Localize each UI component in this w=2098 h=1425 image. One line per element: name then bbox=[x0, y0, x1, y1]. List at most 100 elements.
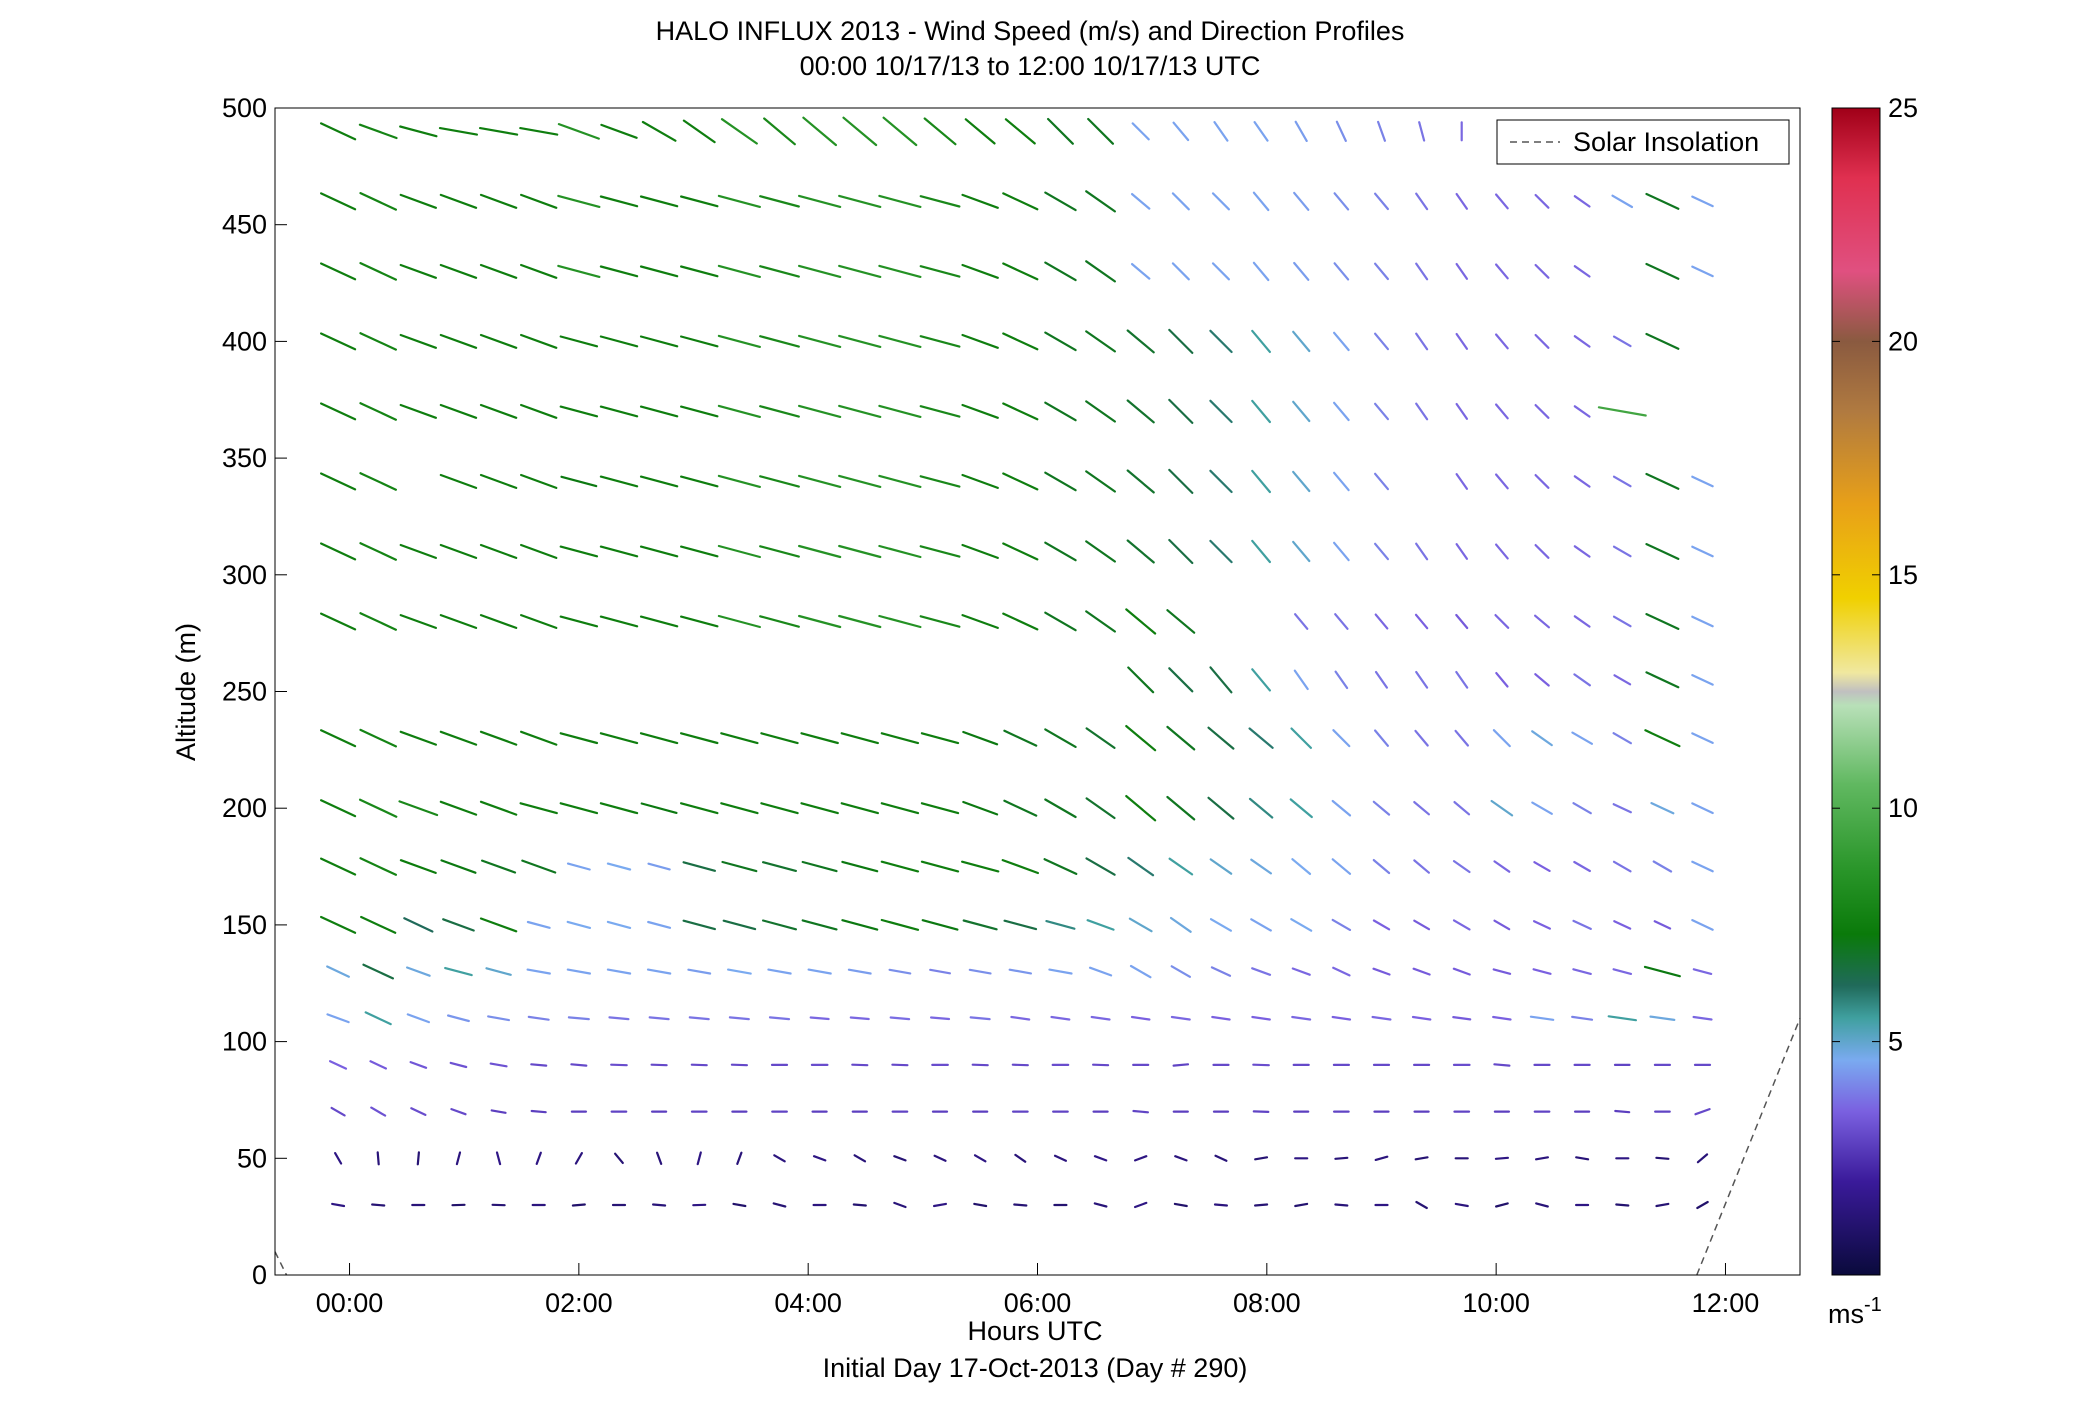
wind-vector bbox=[1172, 121, 1190, 142]
wind-vector bbox=[489, 1062, 508, 1068]
wind-vector bbox=[519, 263, 558, 279]
wind-vector bbox=[1494, 1156, 1510, 1160]
wind-vector bbox=[968, 968, 992, 975]
wind-vector bbox=[1331, 799, 1352, 817]
wind-vector bbox=[932, 1202, 948, 1208]
wind-vector bbox=[679, 475, 719, 488]
x-tick-label: 00:00 bbox=[316, 1288, 384, 1318]
wind-vector bbox=[1126, 329, 1155, 354]
wind-vector bbox=[359, 402, 397, 421]
wind-vector bbox=[878, 334, 922, 348]
wind-vector bbox=[371, 1203, 386, 1207]
wind-vector bbox=[1209, 539, 1233, 564]
wind-vector bbox=[1125, 794, 1157, 822]
wind-vector bbox=[399, 125, 438, 138]
wind-vector bbox=[720, 732, 759, 745]
wind-vector bbox=[1452, 1015, 1472, 1021]
wind-vector bbox=[1332, 401, 1350, 422]
wind-vector bbox=[767, 968, 792, 975]
wind-vector bbox=[320, 262, 357, 281]
wind-vector bbox=[1373, 402, 1390, 421]
wind-vector bbox=[717, 474, 762, 488]
wind-vector bbox=[320, 542, 357, 561]
wind-vector bbox=[759, 545, 800, 558]
wind-vector bbox=[929, 968, 952, 975]
x-tick-label: 10:00 bbox=[1462, 1288, 1530, 1318]
wind-vector bbox=[1650, 801, 1675, 815]
wind-vector bbox=[1652, 860, 1673, 873]
wind-vector bbox=[838, 404, 882, 418]
wind-vector bbox=[964, 118, 996, 145]
wind-vector bbox=[840, 802, 880, 815]
wind-vector bbox=[1492, 968, 1512, 975]
plot-area bbox=[274, 116, 1801, 1276]
wind-vector bbox=[1211, 192, 1231, 211]
wind-vector bbox=[329, 1060, 348, 1070]
wind-vector bbox=[889, 1016, 911, 1021]
wind-vector bbox=[1455, 542, 1469, 560]
wind-vector bbox=[442, 918, 475, 932]
wind-vector bbox=[1532, 920, 1552, 930]
colorbar-unit-base: ms bbox=[1828, 1299, 1864, 1329]
wind-vector bbox=[1251, 967, 1272, 976]
wind-vector bbox=[1127, 856, 1155, 877]
wind-vector bbox=[1292, 400, 1311, 423]
wind-vector bbox=[479, 613, 518, 630]
wind-vector bbox=[599, 475, 639, 488]
wind-vector bbox=[362, 963, 394, 980]
wind-vector bbox=[1133, 1201, 1148, 1209]
wind-vector bbox=[326, 965, 350, 978]
wind-vector bbox=[1373, 262, 1390, 281]
wind-vector bbox=[1044, 611, 1077, 632]
wind-vector bbox=[320, 915, 357, 934]
wind-vector bbox=[961, 193, 999, 209]
wind-vector bbox=[1452, 859, 1471, 874]
wind-vector bbox=[1133, 1155, 1148, 1162]
legend: Solar Insolation bbox=[1496, 119, 1790, 165]
wind-vector bbox=[1494, 543, 1509, 560]
wind-vector bbox=[1373, 542, 1390, 561]
wind-vector bbox=[526, 920, 551, 929]
wind-vector bbox=[1003, 919, 1038, 931]
wind-vector bbox=[1209, 666, 1233, 694]
wind-vector bbox=[717, 264, 762, 278]
wind-vector bbox=[1291, 967, 1311, 976]
wind-vector bbox=[439, 193, 478, 209]
wind-vector bbox=[559, 732, 599, 745]
wind-vector bbox=[1575, 1156, 1590, 1161]
wind-vector bbox=[1010, 1015, 1031, 1021]
wind-vector bbox=[1171, 262, 1190, 281]
plot-frame bbox=[274, 107, 1801, 1276]
wind-vector bbox=[320, 472, 357, 491]
wind-vector bbox=[1573, 335, 1591, 348]
wind-vector bbox=[921, 919, 959, 931]
wind-vector bbox=[800, 802, 839, 815]
wind-vector bbox=[364, 1011, 392, 1026]
wind-vector bbox=[679, 615, 719, 628]
wind-vector bbox=[962, 730, 999, 746]
wind-vector bbox=[487, 1015, 510, 1022]
wind-vector bbox=[1014, 1153, 1027, 1163]
wind-vector bbox=[736, 1151, 743, 1166]
wind-vector bbox=[334, 1151, 343, 1165]
wind-vector bbox=[1535, 1202, 1549, 1208]
wind-vector bbox=[527, 1015, 550, 1021]
wind-vector bbox=[802, 116, 838, 147]
wind-vector bbox=[838, 334, 882, 348]
colorbar-unit-label: ms-1 bbox=[1828, 1294, 1882, 1329]
wind-vector bbox=[893, 1201, 907, 1209]
wind-vector bbox=[1533, 861, 1551, 873]
wind-vector bbox=[841, 860, 879, 873]
y-axis-label: Altitude (m) bbox=[171, 623, 201, 761]
wind-vector bbox=[559, 802, 599, 815]
wind-vector bbox=[1415, 1200, 1428, 1210]
wind-vector bbox=[807, 968, 832, 975]
wind-vector bbox=[1414, 613, 1429, 630]
legend-solar-insolation-label: Solar Insolation bbox=[1573, 127, 1759, 157]
wind-vector bbox=[1376, 120, 1387, 142]
wind-vector bbox=[530, 1063, 548, 1067]
wind-vector bbox=[797, 334, 842, 348]
wind-vector bbox=[1334, 1156, 1349, 1160]
wind-vector bbox=[1612, 545, 1632, 558]
